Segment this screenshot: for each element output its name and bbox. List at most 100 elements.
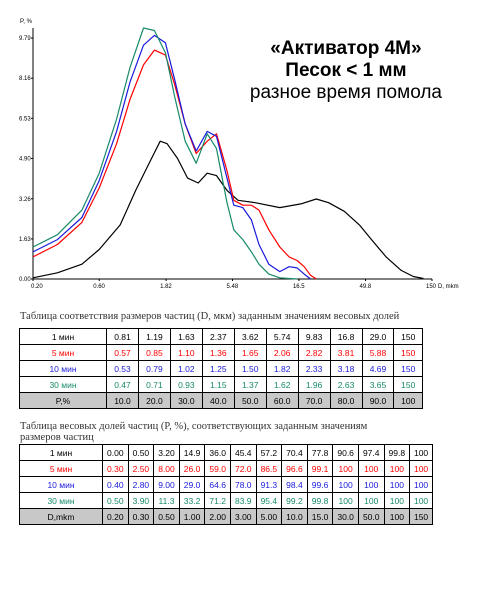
table-cell: 50.0 [357, 508, 385, 525]
table-cell: 2.50 [127, 460, 155, 477]
table-cell: 70.0 [297, 392, 331, 409]
table-cell: 99.6 [306, 476, 334, 493]
table-cell: 100 [357, 476, 385, 493]
table-cell: 90.6 [332, 444, 359, 461]
table-cell: 0.30 [102, 460, 129, 477]
table-row: 30 мин 0.47 0.71 0.93 1.15 1.37 1.62 1.96 2.63 3.… [19, 376, 423, 393]
fraction-table: 1 мин 0.00 0.50 3.20 14.9 36.0 45.4 57.2 70.4 77.… [19, 444, 433, 525]
table-cell: 83.9 [229, 492, 257, 509]
table-cell: 100 [332, 492, 359, 509]
table-cell: 1.37 [233, 376, 267, 393]
table-row: 30 мин 0.50 3.90 11.3 33.2 71.2 83.9 95.4 99.2 99… [19, 492, 433, 509]
y-tick-label: 0.00 [19, 277, 31, 283]
table-cell: 5.00 [255, 508, 283, 525]
table-cell: 1.25 [201, 360, 235, 377]
table-row: P,% 10.0 20.0 30.0 40.0 50.0 60.0 70.0 80.0 90.0 1… [19, 392, 423, 409]
table-cell: 3.00 [229, 508, 257, 525]
table-cell: 10.0 [281, 508, 308, 525]
table2-caption-line2: размеров частиц [20, 432, 94, 443]
table-cell: 30.0 [332, 508, 359, 525]
table-cell: 1.00 [178, 508, 206, 525]
row-label: 10 мин [19, 476, 103, 493]
table-cell: 100 [357, 460, 385, 477]
heading-title: «Активатор 4М» [270, 38, 422, 59]
table-cell: 0.30 [127, 508, 155, 525]
row-label: D,mkm [19, 508, 103, 525]
y-tick-labels: 0.00 1.63 3.26 4.90 6.53 8.16 9.79 [19, 36, 33, 283]
row-label: 1 мин [19, 328, 107, 345]
table-row: 5 мин 0.30 2.50 8.00 26.0 59.0 72.0 86.5 96.6 99.… [19, 460, 433, 477]
x-tick-label: 150 [426, 284, 437, 290]
table-cell: 0.79 [137, 360, 171, 377]
table-cell: 0.47 [106, 376, 139, 393]
y-tick-label: 4.90 [19, 156, 31, 162]
series-line-2 [32, 34, 311, 280]
table-cell: 5.88 [361, 344, 395, 361]
table-cell: 3.20 [153, 444, 180, 461]
table-cell: 50.0 [233, 392, 267, 409]
table-cell: 100 [383, 460, 411, 477]
row-label: P,% [19, 392, 107, 409]
table-cell: 80.0 [329, 392, 363, 409]
table-cell: 100 [332, 476, 359, 493]
table2-caption: Таблица весовых долей частиц (P, %), соо… [20, 421, 367, 443]
table-cell: 30.0 [169, 392, 203, 409]
y-tick-label: 1.63 [19, 237, 31, 243]
table-cell: 15.0 [306, 508, 334, 525]
table-cell: 0.50 [127, 444, 155, 461]
table-cell: 8.00 [153, 460, 180, 477]
table-cell: 100 [409, 492, 433, 509]
table-cell: 4.69 [361, 360, 395, 377]
table-cell: 3.62 [233, 328, 267, 345]
table-cell: 9.83 [297, 328, 331, 345]
table-cell: 1.82 [265, 360, 299, 377]
row-label: 5 мин [19, 344, 107, 361]
table-cell: 14.9 [178, 444, 206, 461]
table-cell: 45.4 [229, 444, 257, 461]
row-label: 30 мин [19, 376, 107, 393]
table-cell: 0.53 [106, 360, 139, 377]
table-cell: 98.4 [281, 476, 308, 493]
table-cell: 10.0 [106, 392, 139, 409]
table-cell: 5.74 [265, 328, 299, 345]
x-tick-label: 0.60 [93, 284, 105, 290]
table-cell: 2.80 [127, 476, 155, 493]
table-cell: 29.0 [178, 476, 206, 493]
table-cell: 60.0 [265, 392, 299, 409]
table-cell: 3.65 [361, 376, 395, 393]
table-cell: 11.3 [153, 492, 180, 509]
table-cell: 77.8 [306, 444, 334, 461]
x-tick-label: 16.5 [293, 284, 305, 290]
table-cell: 0.50 [153, 508, 180, 525]
table-cell: 3.81 [329, 344, 363, 361]
table-cell: 100 [383, 508, 411, 525]
table-cell: 91.3 [255, 476, 283, 493]
series-lines [32, 27, 424, 280]
table-cell: 0.93 [169, 376, 203, 393]
table-cell: 0.71 [137, 376, 171, 393]
table-cell: 0.40 [102, 476, 129, 493]
table-cell: 100 [409, 476, 433, 493]
table-cell: 86.5 [255, 460, 283, 477]
table-cell: 3.18 [329, 360, 363, 377]
table-row: D,mkm 0.20 0.30 0.50 1.00 2.00 3.00 5.00 10.0 15.… [19, 508, 433, 525]
table-cell: 36.0 [204, 444, 231, 461]
x-tick-label: 0.20 [31, 284, 43, 290]
table-cell: 1.96 [297, 376, 331, 393]
table-cell: 64.6 [204, 476, 231, 493]
table-cell: 0.57 [106, 344, 139, 361]
table-cell: 100 [393, 392, 423, 409]
table-cell: 29.0 [361, 328, 395, 345]
table-cell: 150 [393, 360, 423, 377]
table-cell: 0.81 [106, 328, 139, 345]
table-cell: 97.4 [357, 444, 385, 461]
table-cell: 2.33 [297, 360, 331, 377]
table-cell: 100 [409, 444, 433, 461]
table-cell: 0.85 [137, 344, 171, 361]
y-axis-label: P, % [20, 19, 33, 25]
table-cell: 99.2 [281, 492, 308, 509]
table-cell: 100 [383, 492, 411, 509]
table-cell: 26.0 [178, 460, 206, 477]
table-cell: 150 [393, 344, 423, 361]
size-table: 1 мин 0.81 1.19 1.63 2.37 3.62 5.74 9.83 16.8 29.… [19, 328, 423, 409]
